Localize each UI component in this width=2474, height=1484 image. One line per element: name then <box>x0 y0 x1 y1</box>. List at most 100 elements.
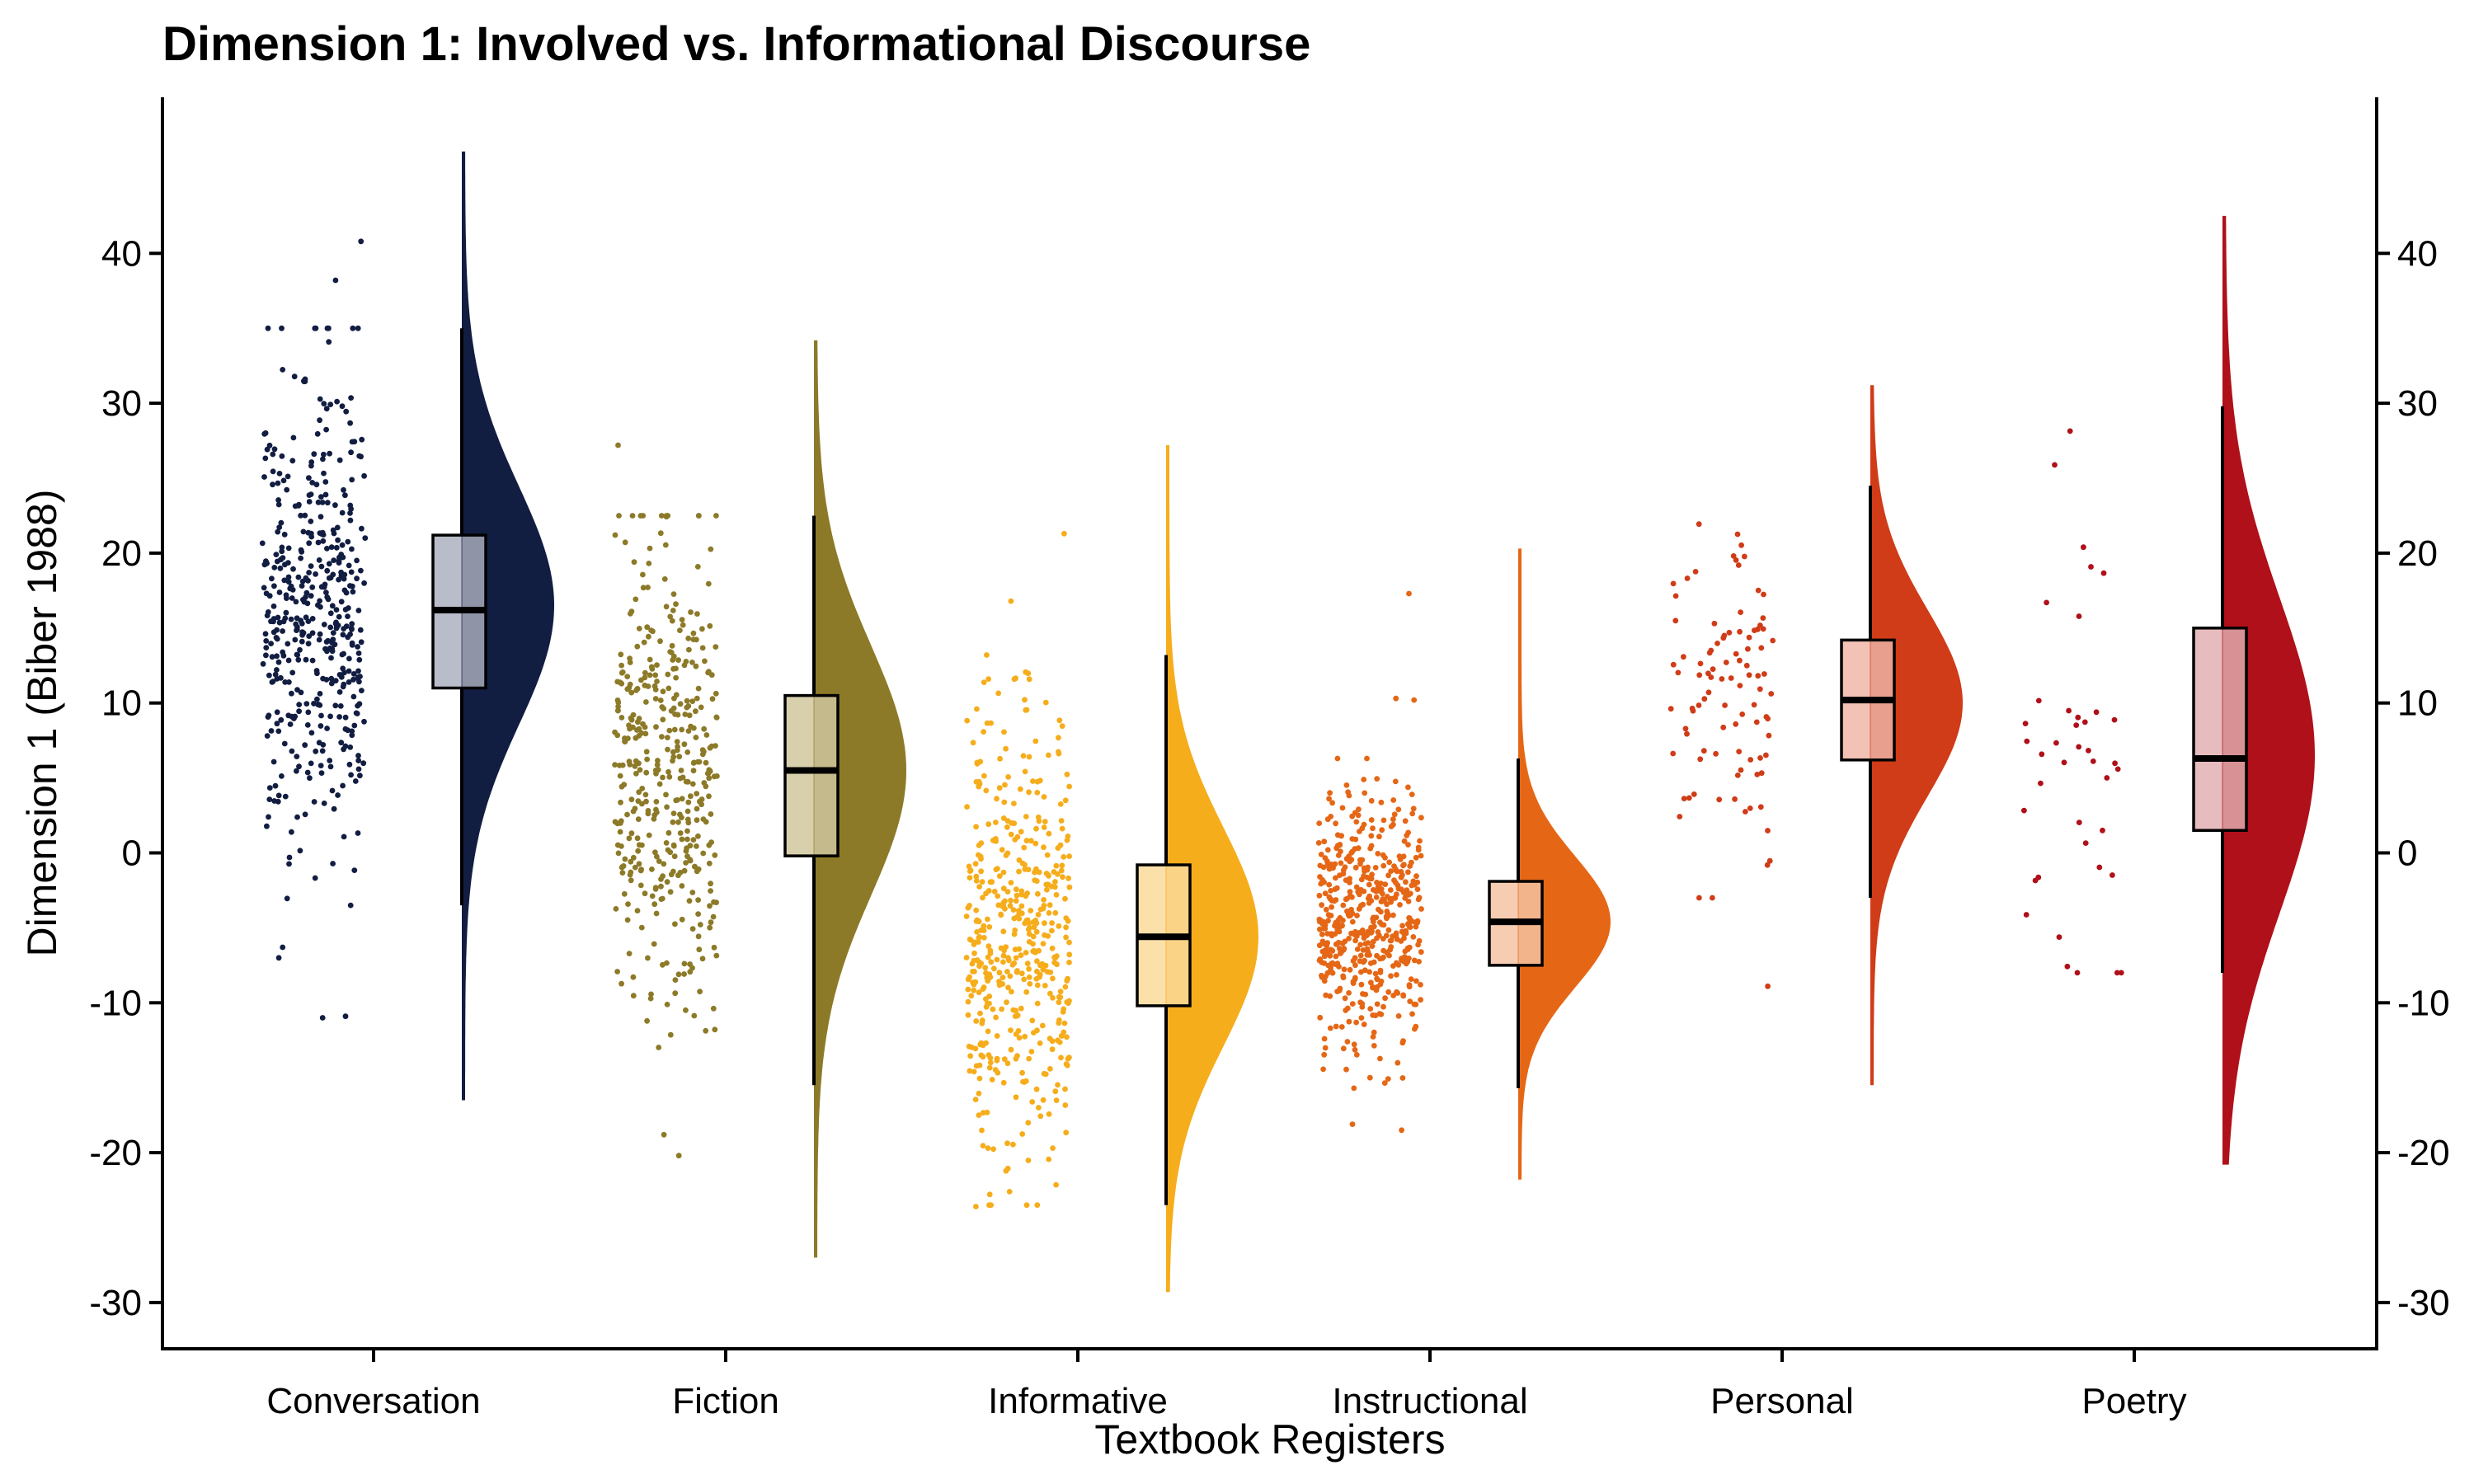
data-point <box>1325 912 1332 918</box>
data-point <box>2109 872 2115 878</box>
data-point <box>1360 959 1366 965</box>
data-point <box>660 716 666 723</box>
data-point <box>1037 1040 1043 1046</box>
data-point <box>1326 796 1332 802</box>
data-point <box>282 793 289 800</box>
data-point <box>269 575 275 582</box>
data-point <box>1319 959 1324 965</box>
data-point <box>1747 757 1754 763</box>
data-point <box>651 901 658 908</box>
data-point <box>327 610 334 617</box>
data-point <box>1049 928 1055 934</box>
data-point <box>357 674 363 679</box>
box-outline <box>2192 627 2248 832</box>
data-point <box>1410 934 1417 940</box>
data-point <box>306 570 312 575</box>
data-point <box>1329 800 1335 806</box>
data-point <box>1061 530 1067 537</box>
data-point <box>1347 889 1353 895</box>
data-point <box>317 514 324 520</box>
data-point <box>282 561 288 568</box>
data-point <box>1061 1006 1067 1012</box>
data-point <box>615 442 621 448</box>
data-point <box>670 810 677 816</box>
data-point <box>1375 929 1381 935</box>
data-point <box>332 678 339 683</box>
data-point <box>627 655 633 662</box>
data-point <box>984 652 990 658</box>
data-point <box>1338 1024 1345 1030</box>
data-point <box>677 627 683 633</box>
data-point <box>1353 884 1360 890</box>
data-point <box>329 648 336 655</box>
data-point <box>1372 970 1379 977</box>
data-point <box>978 1052 985 1059</box>
data-point <box>652 687 659 693</box>
data-point <box>1034 1202 1041 1209</box>
data-point <box>1062 797 1069 804</box>
data-point <box>341 626 347 632</box>
data-point <box>1409 859 1414 866</box>
data-point <box>1706 650 1713 656</box>
data-point <box>1356 806 1362 813</box>
data-point <box>670 608 676 613</box>
data-point <box>1380 1003 1386 1010</box>
data-point <box>274 667 280 673</box>
data-point <box>1418 949 1424 956</box>
data-point <box>1012 946 1018 953</box>
data-point <box>1336 964 1342 970</box>
data-point <box>646 633 651 640</box>
data-point <box>1395 806 1402 813</box>
data-point <box>1395 1059 1401 1066</box>
data-point <box>994 1033 1000 1039</box>
data-point <box>622 539 628 546</box>
data-point <box>692 863 698 870</box>
data-point <box>1018 903 1025 909</box>
data-point <box>276 524 283 530</box>
data-point <box>1742 553 1747 560</box>
data-point <box>988 959 995 965</box>
data-point <box>1316 892 1323 899</box>
data-point <box>1062 1086 1068 1092</box>
data-point <box>617 820 623 826</box>
data-point <box>688 609 694 615</box>
data-point <box>1413 854 1419 861</box>
data-point <box>2035 697 2042 704</box>
data-point <box>1321 1036 1328 1042</box>
data-point <box>1360 901 1366 908</box>
data-point <box>1405 899 1412 904</box>
data-point <box>304 600 311 607</box>
data-point <box>296 702 303 707</box>
data-point <box>1413 978 1419 984</box>
data-point <box>314 696 320 702</box>
data-point <box>1417 838 1423 844</box>
data-point <box>655 767 661 773</box>
data-point <box>679 883 685 889</box>
data-point <box>1066 951 1073 958</box>
data-point <box>1732 796 1738 802</box>
data-point <box>1026 931 1032 937</box>
data-point <box>1370 825 1376 832</box>
data-point <box>1057 801 1064 807</box>
data-point <box>321 470 327 477</box>
data-point <box>652 885 659 891</box>
data-point <box>360 760 367 767</box>
data-point <box>988 720 994 726</box>
data-point <box>628 877 634 884</box>
data-point <box>1365 864 1371 871</box>
data-point <box>652 672 659 679</box>
data-point <box>642 791 649 798</box>
data-point <box>352 778 359 784</box>
data-point <box>1346 1018 1352 1025</box>
data-point <box>618 799 623 805</box>
data-point <box>1047 1066 1053 1072</box>
data-point <box>1004 1140 1010 1147</box>
data-point <box>1343 782 1350 788</box>
data-point <box>1063 915 1070 921</box>
data-point <box>1059 862 1065 869</box>
data-point <box>1053 1097 1060 1103</box>
data-point <box>619 669 626 675</box>
data-point <box>276 471 283 477</box>
data-point <box>971 969 977 974</box>
data-point <box>324 325 331 331</box>
